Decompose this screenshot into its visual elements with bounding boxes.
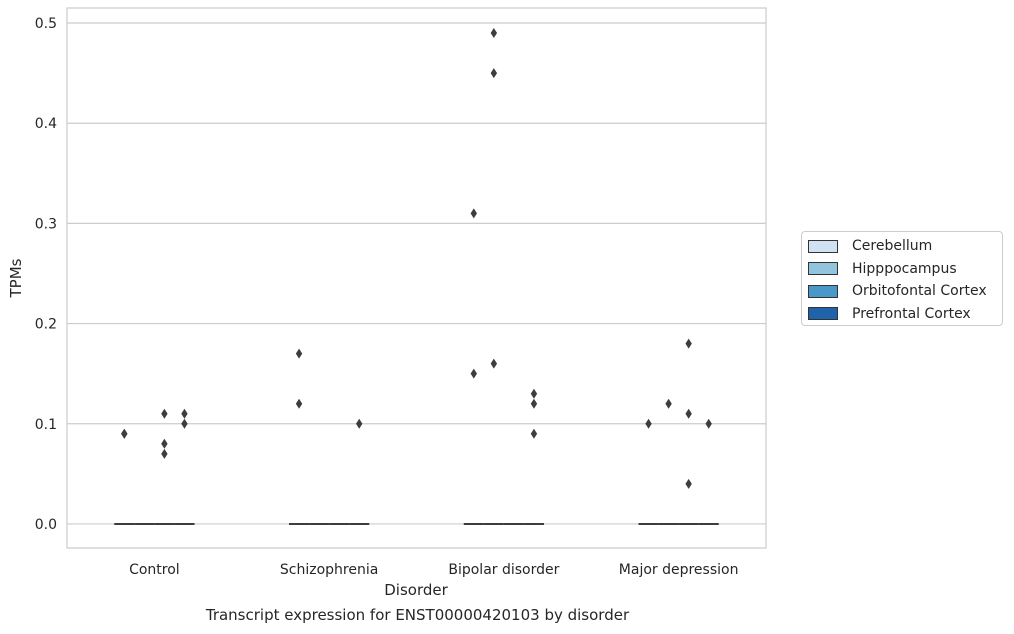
outlier-point — [121, 428, 128, 439]
outlier-point — [161, 408, 168, 419]
legend-label: Prefrontal Cortex — [852, 305, 971, 322]
legend: Cerebellum Hipppocampus Orbitofontal Corte… — [801, 231, 1003, 326]
x-tick-label: Bipolar disorder — [448, 562, 559, 578]
outlier-point — [665, 398, 672, 409]
outlier-point — [181, 418, 188, 429]
outlier-point — [490, 68, 498, 79]
outlier-point — [295, 348, 303, 359]
legend-swatch — [808, 307, 838, 320]
y-tick-label: 0.1 — [35, 417, 57, 433]
x-tick-labels: Control Schizophrenia Bipolar disorder Majo… — [129, 562, 738, 578]
outlier-point — [161, 448, 168, 459]
y-tick-label: 0.4 — [35, 116, 57, 132]
legend-item: Hipppocampus — [808, 261, 957, 277]
x-tick-label: Schizophrenia — [280, 562, 378, 578]
outlier-point — [490, 358, 498, 369]
y-axis-label: TPMs — [7, 258, 25, 298]
chart-title: Transcript expression for ENST0000042010… — [205, 606, 630, 624]
legend-label: Cerebellum — [852, 238, 933, 254]
legend-item: Cerebellum — [808, 238, 932, 254]
legend-swatch — [808, 284, 838, 298]
outlier-point — [490, 28, 498, 39]
outlier-point — [356, 418, 363, 429]
outlier-point — [530, 388, 538, 399]
y-tick-labels: 0.0 0.1 0.2 0.3 0.4 0.5 — [35, 16, 57, 533]
outlier-point — [470, 208, 477, 219]
y-tick-label: 0.5 — [35, 16, 57, 32]
outlier-point — [685, 408, 692, 419]
x-axis-label: Disorder — [384, 581, 448, 599]
x-tick-label: Control — [129, 562, 180, 578]
outlier-point — [181, 408, 188, 419]
legend-swatch — [808, 262, 838, 275]
outlier-point — [470, 368, 477, 379]
outlier-point — [530, 428, 538, 439]
outlier-point — [685, 338, 692, 349]
legend-swatch — [808, 239, 838, 253]
outlier-point — [161, 438, 168, 449]
outlier-point — [295, 398, 303, 409]
x-tick-label: Major depression — [619, 562, 739, 578]
legend-item: Orbitofontal Cortex — [808, 283, 987, 299]
y-tick-label: 0.3 — [35, 216, 57, 232]
plot-area — [66, 7, 767, 549]
outlier-point — [685, 478, 692, 489]
outlier-point — [705, 418, 712, 429]
y-tick-label: 0.0 — [35, 517, 57, 533]
y-tick-label: 0.2 — [35, 317, 57, 333]
outlier-points — [121, 28, 712, 489]
legend-label: Hipppocampus — [852, 260, 957, 277]
outlier-point — [645, 418, 652, 429]
legend-label: Orbitofontal Cortex — [852, 283, 987, 299]
outlier-point — [530, 398, 538, 409]
legend-item: Prefrontal Cortex — [808, 306, 971, 322]
